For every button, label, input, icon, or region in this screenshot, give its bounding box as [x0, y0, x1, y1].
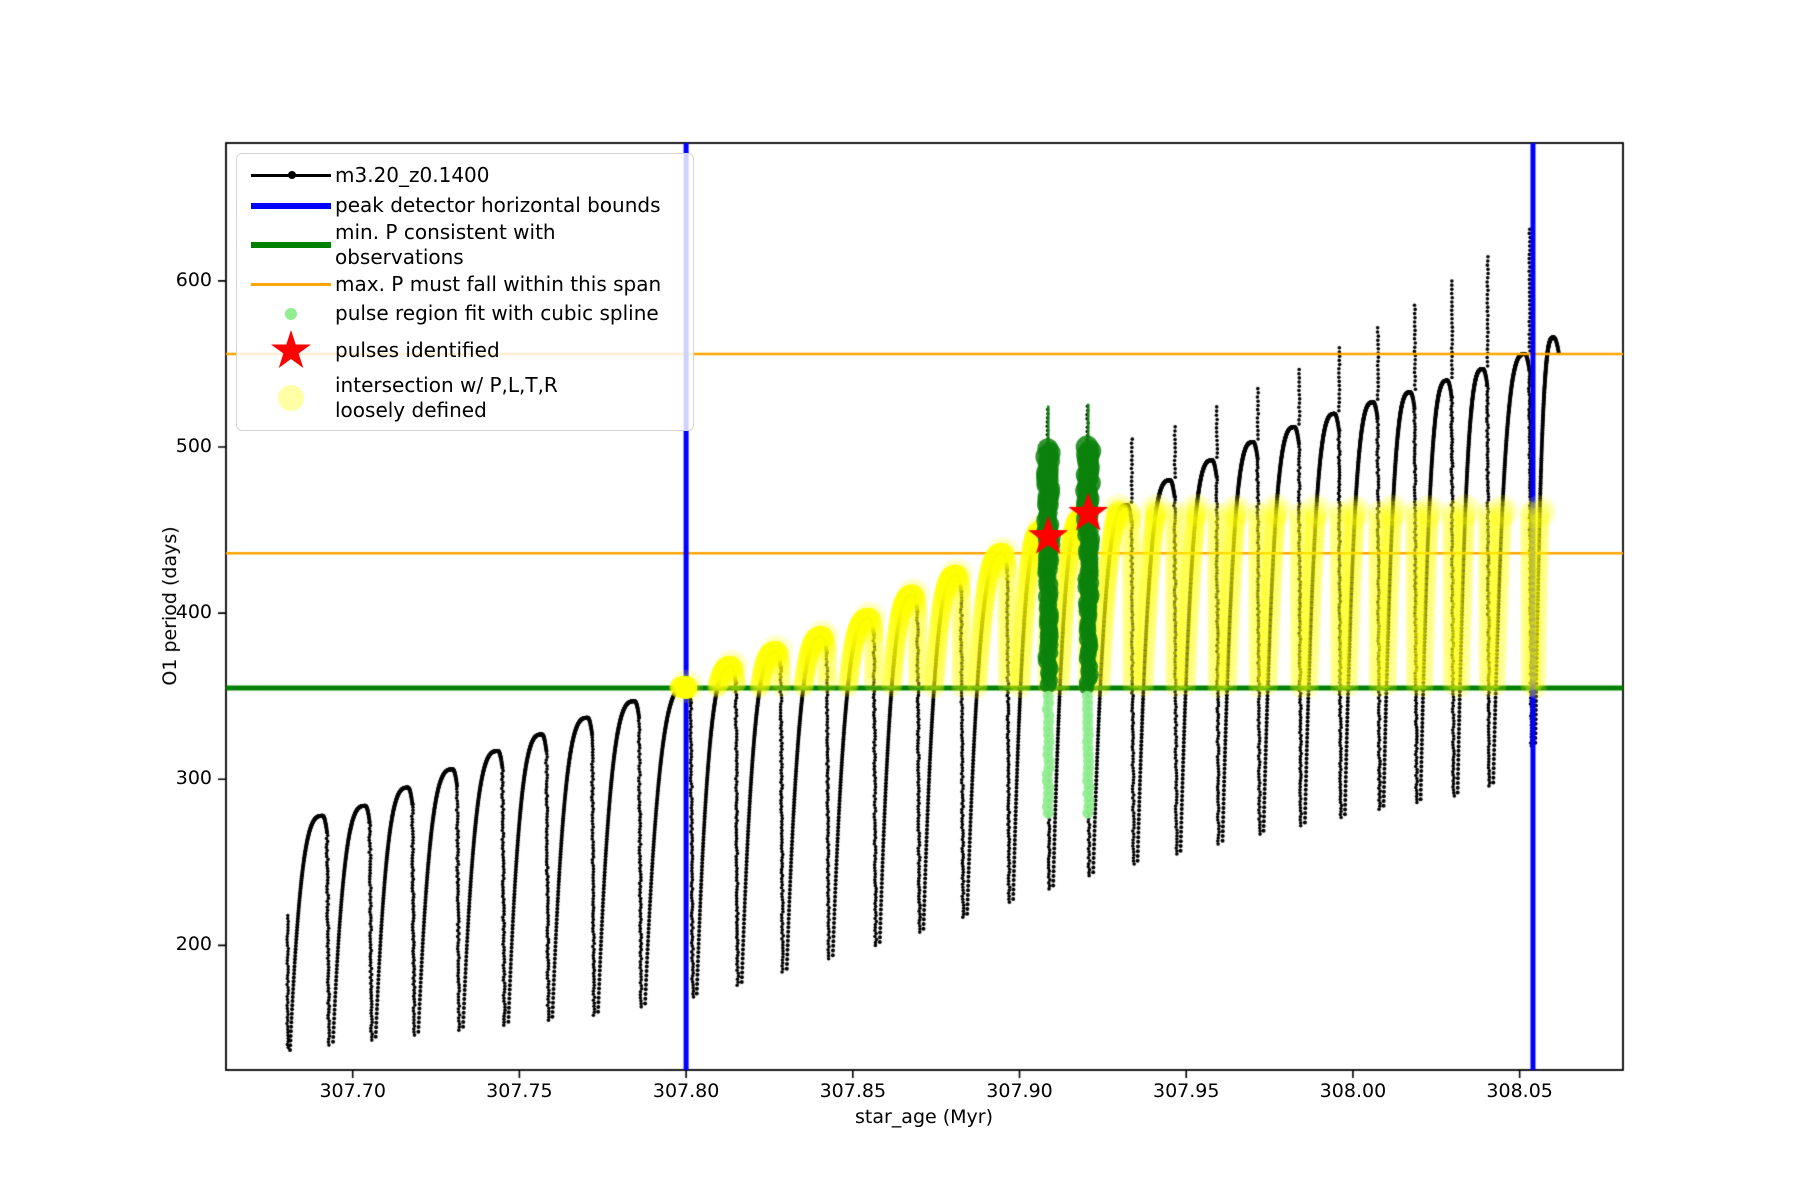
x-tick-label: 307.90: [986, 1080, 1053, 1102]
x-tick-label: 307.80: [652, 1080, 720, 1102]
legend-item-series: m3.20_z0.1400: [247, 160, 683, 191]
x-tick-label: 307.95: [1152, 1080, 1220, 1102]
x-tick-label: 308.05: [1486, 1080, 1553, 1102]
legend-label: pulse region fit with cubic spline: [335, 301, 659, 325]
line-dot-marker-swatch: [247, 171, 335, 179]
x-tick-label: 307.70: [319, 1080, 386, 1102]
green-line-swatch: [247, 242, 335, 248]
y-tick-label: 600: [175, 268, 212, 291]
legend-label: m3.20_z0.1400: [335, 163, 490, 187]
y-tick-label: 500: [175, 435, 212, 458]
y-tick-label: 300: [175, 767, 212, 790]
legend-item-max-p: max. P must fall within this span: [247, 270, 683, 299]
x-axis-label: star_age (Myr): [854, 1106, 994, 1128]
y-tick-label: 200: [175, 933, 212, 956]
legend: m3.20_z0.1400 peak detector horizontal b…: [236, 153, 694, 431]
x-tick-label: 307.85: [819, 1080, 887, 1102]
legend-item-intersection: intersection w/ P,L,T,R loosely defined: [247, 372, 683, 424]
star-marker-icon: [247, 328, 335, 372]
legend-item-spline: pulse region fit with cubic spline: [247, 299, 683, 328]
yellow-dot-marker-icon: [247, 385, 335, 411]
orange-line-swatch: [247, 283, 335, 286]
legend-label: peak detector horizontal bounds: [335, 193, 661, 217]
legend-label: min. P consistent with observations: [335, 220, 556, 269]
legend-item-pulses: pulses identified: [247, 328, 683, 372]
legend-label: intersection w/ P,L,T,R loosely defined: [335, 373, 558, 422]
y-tick-label: 400: [175, 601, 212, 624]
x-tick-label: 307.75: [486, 1080, 553, 1102]
blue-line-swatch: [247, 202, 335, 209]
legend-label: pulses identified: [335, 337, 500, 362]
x-tick-label: 308.00: [1319, 1080, 1387, 1102]
legend-label: max. P must fall within this span: [335, 272, 662, 296]
legend-item-peak-bounds: peak detector horizontal bounds: [247, 191, 683, 220]
legend-item-min-p: min. P consistent with observations: [247, 220, 683, 270]
green-dot-marker-icon: [247, 307, 335, 320]
